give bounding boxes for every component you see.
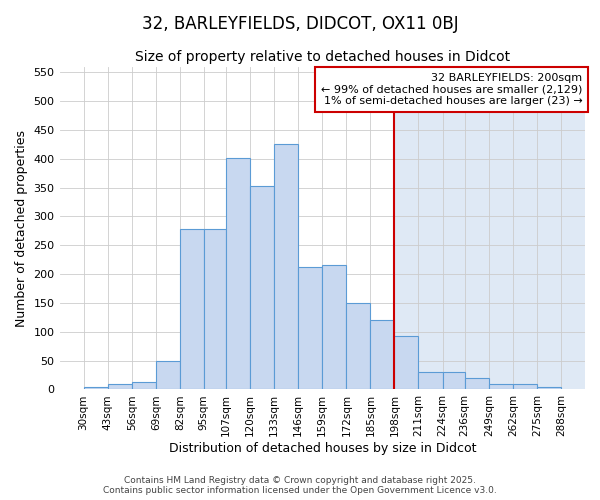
Bar bbox=[204, 229, 226, 390]
Bar bbox=[83, 386, 107, 390]
Bar bbox=[513, 384, 537, 390]
Title: Size of property relative to detached houses in Didcot: Size of property relative to detached ho… bbox=[135, 50, 510, 64]
Bar bbox=[250, 186, 274, 390]
Bar bbox=[418, 372, 443, 390]
Bar bbox=[59, 66, 394, 390]
Bar bbox=[394, 66, 585, 390]
Y-axis label: Number of detached properties: Number of detached properties bbox=[15, 130, 28, 326]
Bar bbox=[107, 384, 131, 390]
Bar bbox=[394, 336, 418, 390]
Bar bbox=[370, 320, 394, 390]
Bar bbox=[274, 144, 298, 390]
Bar bbox=[346, 303, 370, 390]
Bar bbox=[322, 266, 346, 390]
Text: 32, BARLEYFIELDS, DIDCOT, OX11 0BJ: 32, BARLEYFIELDS, DIDCOT, OX11 0BJ bbox=[142, 15, 458, 33]
Bar bbox=[537, 386, 561, 390]
Bar bbox=[298, 266, 322, 390]
Bar bbox=[443, 372, 465, 390]
Bar bbox=[180, 229, 204, 390]
Bar bbox=[465, 378, 489, 390]
Bar bbox=[131, 382, 156, 390]
Bar bbox=[489, 384, 513, 390]
X-axis label: Distribution of detached houses by size in Didcot: Distribution of detached houses by size … bbox=[169, 442, 476, 455]
Text: Contains HM Land Registry data © Crown copyright and database right 2025.
Contai: Contains HM Land Registry data © Crown c… bbox=[103, 476, 497, 495]
Bar bbox=[226, 158, 250, 390]
Bar bbox=[156, 360, 180, 390]
Text: 32 BARLEYFIELDS: 200sqm
← 99% of detached houses are smaller (2,129)
1% of semi-: 32 BARLEYFIELDS: 200sqm ← 99% of detache… bbox=[321, 73, 583, 106]
